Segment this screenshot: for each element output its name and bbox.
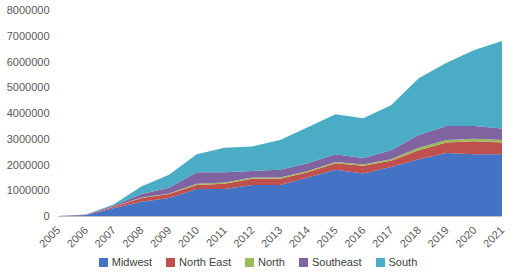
svg-text:4000000: 4000000 <box>7 107 50 119</box>
svg-text:2017: 2017 <box>370 224 396 250</box>
svg-text:2000000: 2000000 <box>7 159 50 171</box>
svg-text:7000000: 7000000 <box>7 30 50 42</box>
svg-text:5000000: 5000000 <box>7 81 50 93</box>
svg-text:2008: 2008 <box>120 224 146 250</box>
svg-text:2011: 2011 <box>204 224 229 249</box>
html-text:North East: North East <box>179 256 231 268</box>
svg-text:0: 0 <box>43 210 49 222</box>
svg-text:3000000: 3000000 <box>7 133 50 145</box>
svg-text:6000000: 6000000 <box>7 56 50 68</box>
svg-text:2005: 2005 <box>37 224 63 250</box>
svg-text:2021: 2021 <box>481 224 507 250</box>
svg-text:2014: 2014 <box>286 224 312 250</box>
svg-text:2010: 2010 <box>175 224 201 250</box>
svg-text:2012: 2012 <box>231 224 257 250</box>
html-text:Southeast: Southeast <box>312 256 362 268</box>
svg-text:2013: 2013 <box>259 224 285 250</box>
svg-text:2006: 2006 <box>64 224 90 250</box>
svg-text:2020: 2020 <box>453 224 479 250</box>
svg-text:2019: 2019 <box>425 224 451 250</box>
html-text:Midwest: Midwest <box>111 256 153 268</box>
svg-text:8000000: 8000000 <box>7 4 50 16</box>
svg-text:2016: 2016 <box>342 224 368 250</box>
html-text:South: South <box>388 256 418 268</box>
svg-text:2007: 2007 <box>92 224 118 250</box>
svg-text:2009: 2009 <box>148 224 174 250</box>
svg-text:2018: 2018 <box>397 224 423 250</box>
html-text:North: North <box>258 256 285 268</box>
svg-text:2015: 2015 <box>314 224 340 250</box>
svg-text:1000000: 1000000 <box>7 184 50 196</box>
